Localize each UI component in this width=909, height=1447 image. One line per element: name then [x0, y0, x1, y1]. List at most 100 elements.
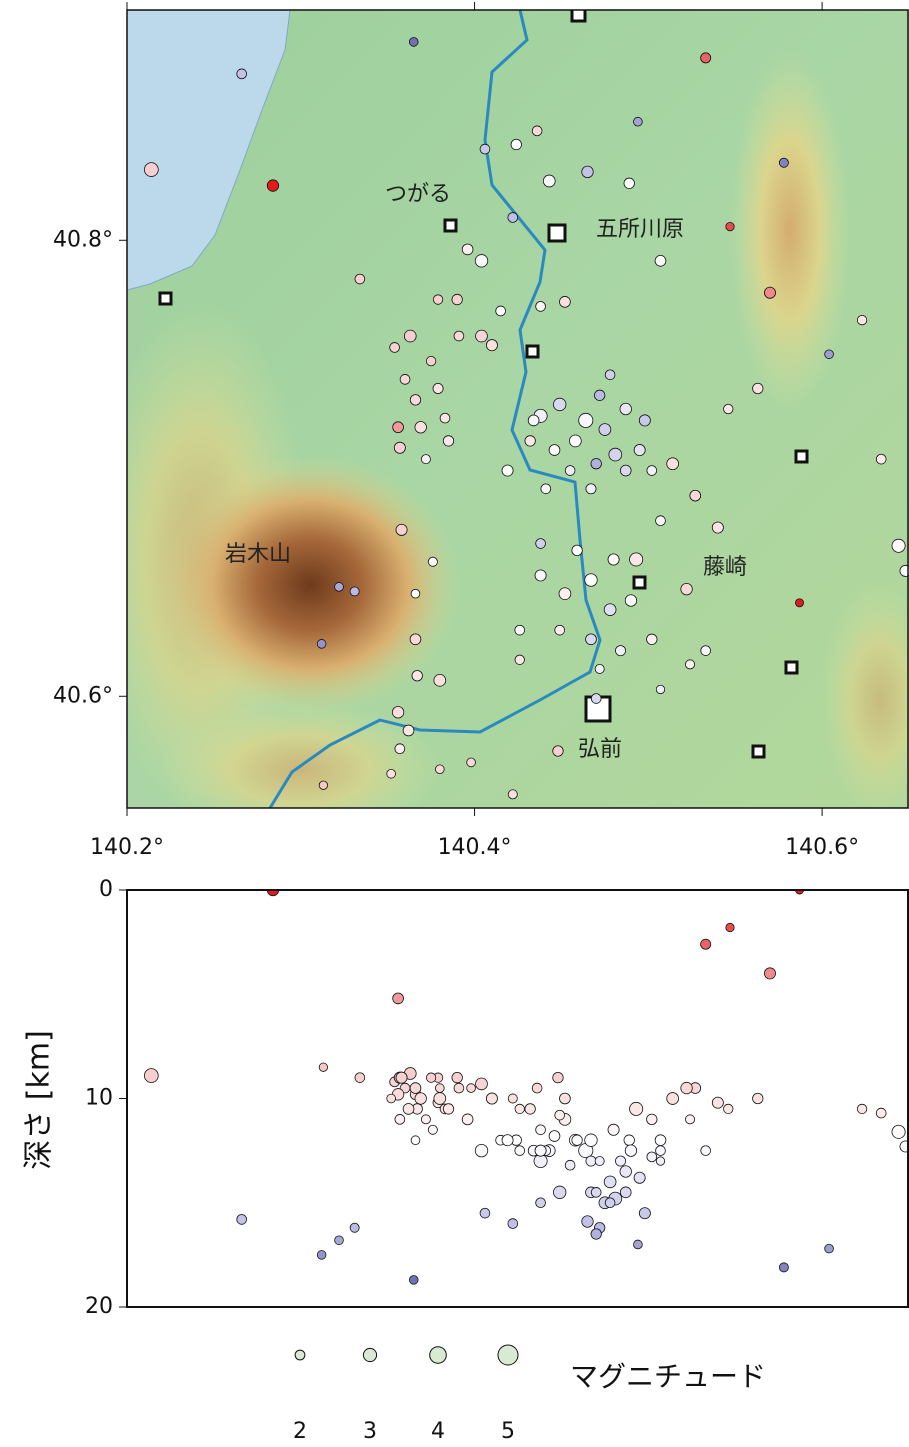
hypocenter [442, 1103, 455, 1115]
hypocenter [824, 1243, 834, 1254]
hypocenter [725, 922, 735, 933]
epicenter [623, 177, 635, 189]
epicenter [453, 330, 465, 342]
epicenter [474, 254, 489, 268]
hypocenter [594, 1156, 605, 1167]
epicenter [510, 138, 522, 151]
epicenter [439, 412, 451, 424]
epicenter [318, 780, 328, 790]
hypocenter [584, 1133, 598, 1147]
epicenter [559, 296, 571, 308]
hypocenter [548, 1130, 561, 1142]
epicenter [466, 757, 476, 768]
epicenter [507, 212, 519, 223]
epicenter [585, 633, 597, 646]
epicenter [571, 544, 583, 556]
epicenter [554, 624, 566, 636]
epicenter [451, 293, 463, 306]
epicenter [594, 389, 606, 401]
hypocenter [680, 1081, 693, 1095]
hypocenter [425, 1072, 437, 1083]
epicenter [607, 553, 620, 566]
epicenter [763, 286, 776, 299]
hypocenter [752, 1092, 764, 1105]
epicenter [403, 329, 417, 343]
epicenter [394, 743, 406, 755]
hypocenter [318, 1062, 328, 1072]
hypocenter [395, 1071, 408, 1084]
epicenter [778, 157, 789, 168]
hypocenter [711, 1096, 724, 1109]
hypocenter [414, 1092, 427, 1105]
hypocenter [615, 1155, 626, 1167]
hypocenter [433, 1092, 447, 1105]
place-label: つがる [385, 182, 451, 207]
epicenter [524, 435, 536, 447]
epicenter [619, 402, 632, 416]
epicenter [507, 789, 518, 800]
place-label: 弘前 [578, 737, 622, 762]
hypocenter [638, 1207, 651, 1220]
epicenter [633, 116, 643, 127]
legend-label: 2 [293, 1419, 307, 1444]
epicenter [603, 603, 617, 616]
y-tick-label: 10 [85, 1086, 113, 1111]
epicenter [590, 693, 602, 704]
hypocenter [778, 1262, 789, 1273]
y-tick-label: 40.6° [53, 683, 113, 708]
hypocenter [535, 1124, 546, 1136]
epicenter [414, 421, 427, 434]
hypocenter [571, 1134, 583, 1146]
epicenter [619, 464, 632, 477]
hypocenter [590, 1228, 602, 1240]
x-tick-label: 140.6° [785, 835, 859, 860]
y-axis-label: 深さ [km] [22, 1030, 57, 1170]
hypocenter [236, 1214, 247, 1225]
epicenter [646, 633, 658, 645]
hypocenter [354, 1072, 366, 1083]
hypocenter [266, 890, 280, 897]
hypocenter [507, 1218, 519, 1229]
epicenter [624, 594, 638, 607]
place-label: 藤崎 [703, 555, 747, 580]
hypocenter [531, 1082, 543, 1094]
epicenter [435, 764, 445, 775]
hypocenter [420, 1114, 431, 1125]
hypocenter [619, 1165, 632, 1178]
epicenter [420, 454, 431, 465]
epicenter [581, 165, 594, 179]
hypocenter [485, 1092, 498, 1105]
hypocenter [603, 1175, 617, 1189]
epicenter [569, 434, 582, 448]
legend-symbol [429, 1346, 447, 1364]
epicenter [409, 394, 422, 406]
epicenter [795, 598, 804, 608]
hypocenter [334, 1235, 344, 1246]
hypocenter [514, 1103, 525, 1115]
hypocenter [475, 1077, 488, 1091]
epicenter [558, 587, 572, 601]
epicenter [442, 435, 455, 447]
hypocenter [666, 1092, 679, 1105]
hypocenter [646, 1151, 658, 1163]
epicenter [598, 423, 612, 436]
hypocenter [564, 1159, 576, 1171]
epicenter [655, 684, 666, 695]
hypocenter [763, 967, 776, 980]
epicenter [501, 464, 514, 477]
hypocenter [723, 1103, 734, 1115]
epicenter [427, 556, 438, 567]
epicenter [485, 339, 498, 352]
hypocenter [474, 1143, 489, 1158]
epicenter [604, 369, 616, 381]
hypocenter [402, 1103, 415, 1115]
hypocenter [607, 1123, 620, 1136]
hypocenter [392, 992, 404, 1005]
hypocenter [507, 1093, 518, 1104]
hypocenter [316, 1250, 327, 1260]
epicenter [553, 397, 567, 412]
hypocenter [349, 1222, 360, 1233]
hypocenter [534, 1144, 547, 1157]
legend-label: 3 [363, 1419, 377, 1444]
